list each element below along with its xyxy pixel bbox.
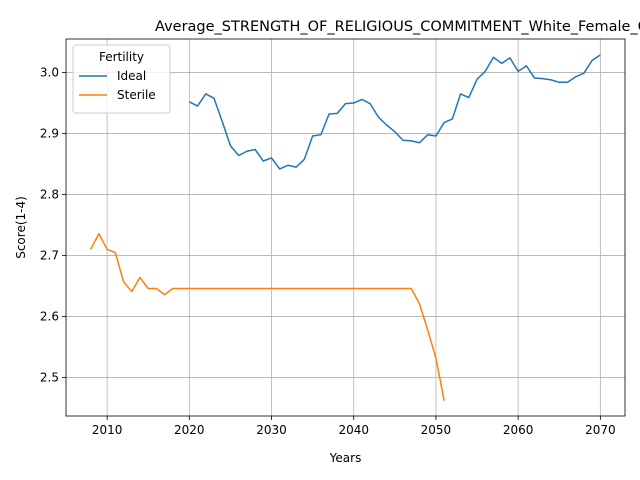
x-tick-label: 2050	[421, 423, 452, 437]
plot-frame	[65, 38, 626, 417]
legend-title: Fertility	[99, 50, 144, 64]
y-tick-label: 3.0	[40, 66, 59, 80]
x-tick-label: 2020	[174, 423, 205, 437]
y-axis-label: Score(1-4)	[14, 196, 28, 259]
x-tick-label: 2030	[256, 423, 287, 437]
x-tick-label: 2010	[92, 423, 123, 437]
series-layer	[89, 54, 601, 401]
y-tick-label: 2.5	[40, 371, 59, 385]
legend-box	[72, 44, 171, 114]
y-tick-label: 2.6	[40, 310, 59, 324]
grid	[66, 39, 625, 416]
x-axis: 2010 2020 2030 2040 2050 2060 2070	[92, 416, 616, 437]
y-tick-label: 2.8	[40, 188, 59, 202]
legend: Fertility Ideal Sterile	[72, 44, 171, 114]
x-tick-label: 2070	[585, 423, 616, 437]
y-tick-label: 2.9	[40, 127, 59, 141]
chart-title: Average_STRENGTH_OF_RELIGIOUS_COMMITMENT…	[155, 19, 640, 35]
y-axis: 2.5 2.6 2.7 2.8 2.9 3.0	[40, 66, 66, 385]
series-line-sterile	[89, 232, 445, 401]
x-axis-label: Years	[329, 451, 362, 465]
y-tick-label: 2.7	[40, 249, 59, 263]
series-line-ideal	[188, 54, 601, 170]
legend-label-ideal: Ideal	[117, 69, 146, 83]
x-tick-label: 2040	[338, 423, 369, 437]
legend-label-sterile: Sterile	[117, 88, 156, 102]
x-tick-label: 2060	[503, 423, 534, 437]
